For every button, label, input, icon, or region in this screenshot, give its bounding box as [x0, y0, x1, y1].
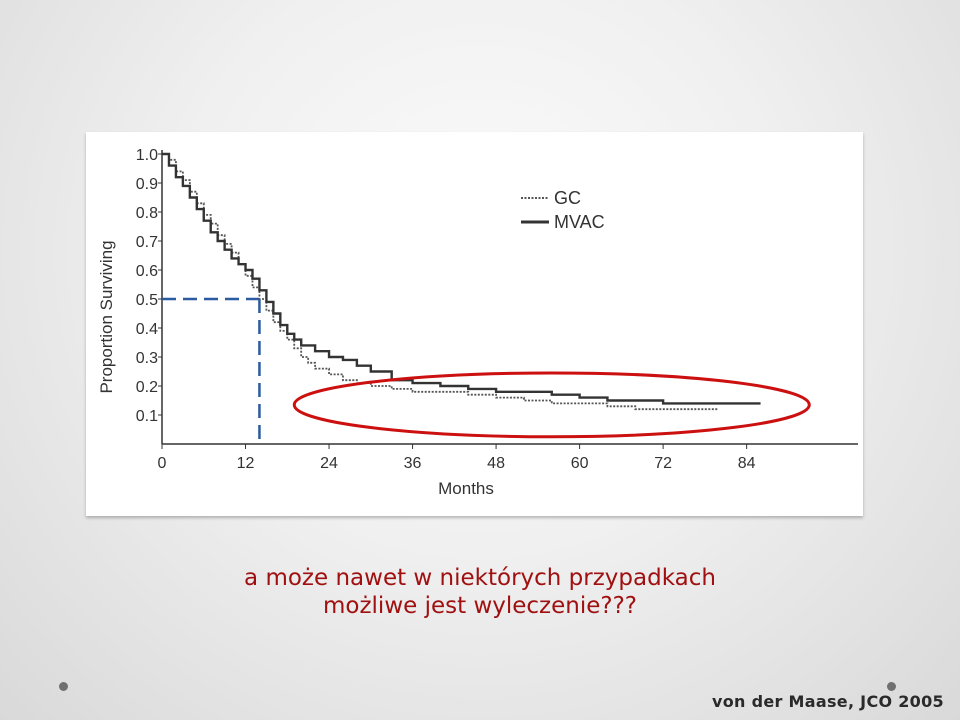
y-tick-label: 0.6: [136, 263, 158, 280]
x-tick-label: 72: [654, 455, 672, 472]
y-tick-label: 0.4: [136, 321, 158, 338]
survival-figure: 0.1 0.2 0.3 0.4 0.5 0.6 0.7 0.8 0.9 1.0 0 12 24 36 48 6…: [86, 132, 863, 516]
x-tick-label: 12: [237, 455, 255, 472]
y-tick-label: 1.0: [136, 147, 158, 164]
y-tick-label: 0.7: [136, 234, 158, 251]
y-tick-label: 0.3: [136, 350, 158, 367]
series-line-gc: [162, 153, 719, 411]
x-tick-label: 24: [320, 455, 338, 472]
y-axis-label: Proportion Surviving: [97, 240, 116, 393]
y-tick-label: 0.5: [136, 292, 158, 309]
series-line-mvac: [162, 152, 761, 405]
y-tick-label: 0.8: [136, 205, 158, 222]
slide-caption: a może nawet w niektórych przypadkach mo…: [0, 564, 960, 620]
x-axis-label: Months: [438, 479, 494, 498]
y-tick-label: 0.9: [136, 176, 158, 193]
legend-label-gc: GC: [554, 188, 581, 208]
citation: von der Maase, JCO 2005: [712, 692, 944, 711]
highlight-ellipse: [292, 371, 811, 439]
right-decor-dot: [887, 682, 896, 691]
y-tick-label: 0.2: [136, 379, 158, 396]
x-tick-label: 48: [487, 455, 505, 472]
caption-line-2: możliwe jest wyleczenie???: [322, 593, 638, 619]
legend-label-mvac: MVAC: [554, 212, 605, 232]
x-tick-label: 36: [404, 455, 422, 472]
survival-chart: 0.1 0.2 0.3 0.4 0.5 0.6 0.7 0.8 0.9 1.0 0 12 24 36 48 6…: [97, 147, 858, 498]
x-tick-label: 60: [571, 455, 589, 472]
caption-line-1: a może nawet w niektórych przypadkach: [244, 565, 716, 591]
x-tick-label: 0: [158, 455, 167, 472]
y-tick-label: 0.1: [136, 408, 158, 425]
left-decor-dot: [59, 682, 68, 691]
x-tick-label: 84: [738, 455, 756, 472]
